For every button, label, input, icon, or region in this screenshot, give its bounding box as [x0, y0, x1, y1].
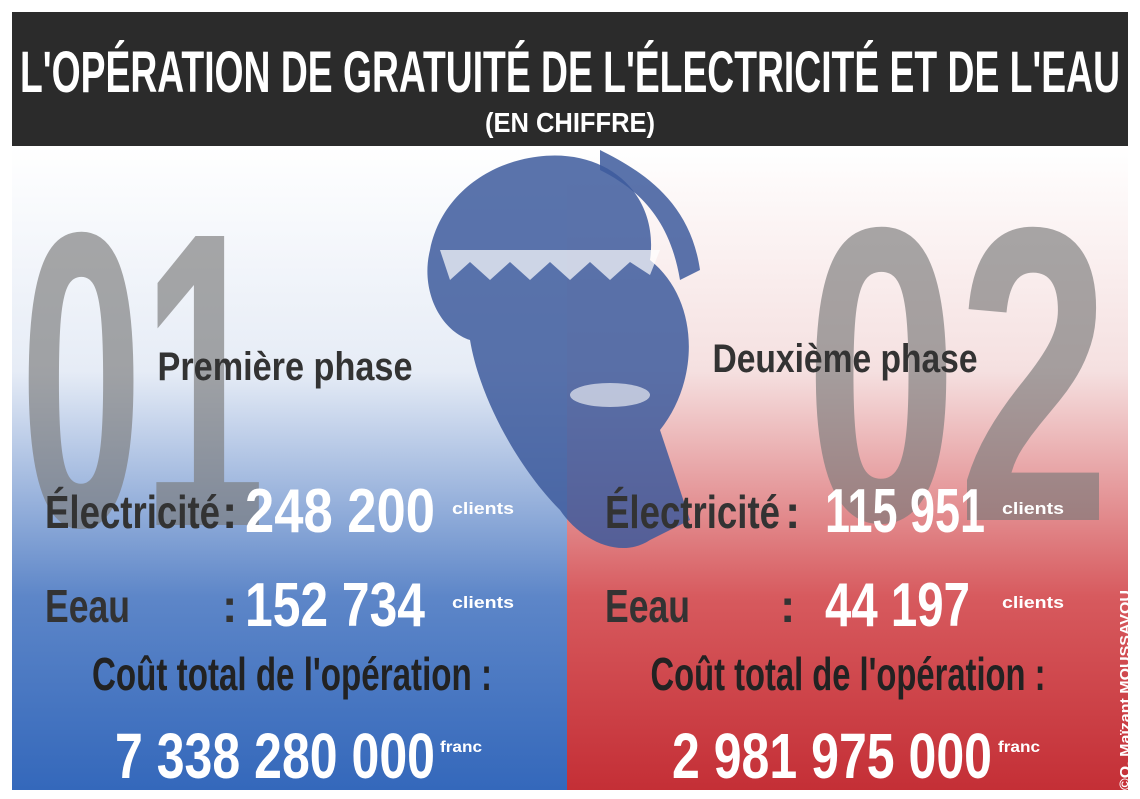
row-value: 248 200 — [245, 477, 435, 546]
row-value: 44 197 — [825, 571, 970, 640]
subtitle: (EN CHIFFRE) — [485, 107, 655, 138]
cost-label: Coût total de l'opération : — [651, 648, 1046, 700]
page: {"header": {"title": "L'OPÉRATION DE GRA… — [0, 0, 1140, 799]
row-label: Eeau — [45, 580, 130, 632]
cost-value: 7 338 280 000 — [115, 720, 435, 792]
row-separator: : — [785, 486, 800, 538]
infographic: L'OPÉRATION DE GRATUITÉ DE L'ÉLECTRICITÉ… — [0, 0, 1140, 799]
row-unit: clients — [1002, 499, 1064, 518]
row-unit: clients — [452, 499, 514, 518]
cost-label: Coût total de l'opération : — [92, 648, 492, 700]
row-label: Électricité — [45, 486, 220, 538]
row-label: Électricité — [605, 486, 780, 538]
row-separator: : — [222, 486, 237, 538]
phase-title: Deuxième phase — [713, 337, 978, 381]
row-unit: clients — [1002, 593, 1064, 612]
row-value: 115 951 — [825, 477, 985, 546]
row-value: 152 734 — [245, 571, 425, 640]
cost-unit: franc — [440, 739, 482, 756]
row-separator: : — [222, 580, 237, 632]
row-separator: : — [780, 580, 795, 632]
phase-title: Première phase — [158, 345, 413, 389]
credit: ©O. Maïzant MOUSSAVOU — [1117, 590, 1134, 790]
title: L'OPÉRATION DE GRATUITÉ DE L'ÉLECTRICITÉ… — [20, 40, 1120, 105]
row-unit: clients — [452, 593, 514, 612]
row-label: Eeau — [605, 580, 690, 632]
cost-unit: franc — [998, 739, 1040, 756]
cost-value: 2 981 975 000 — [672, 720, 992, 792]
